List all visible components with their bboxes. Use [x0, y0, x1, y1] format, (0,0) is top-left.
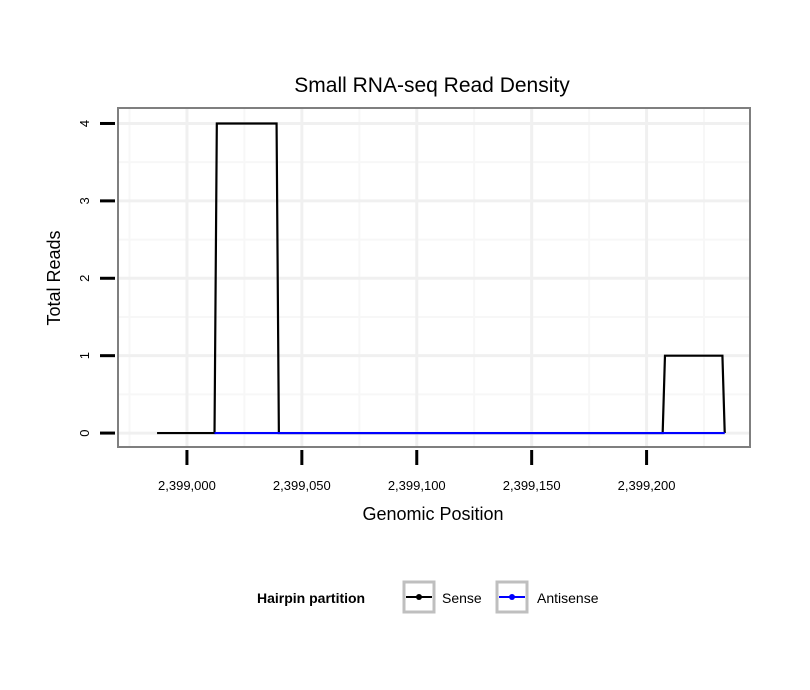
legend-point-sense [416, 594, 422, 600]
axis-layer: 2,399,000 2,399,050 2,399,100 2,399,150 2,39… [77, 120, 676, 493]
x-tick-label: 2,399,150 [503, 478, 561, 493]
series-layer [157, 122, 726, 435]
chart-title: Small RNA-seq Read Density [294, 74, 570, 97]
y-tick-label: 1 [77, 352, 92, 359]
x-axis-title: Genomic Position [362, 504, 503, 524]
y-tick-label: 4 [77, 120, 92, 127]
x-tick-label: 2,399,000 [158, 478, 216, 493]
y-tick-label: 3 [77, 197, 92, 204]
legend-point-antisense [509, 594, 515, 600]
legend-label-antisense: Antisense [537, 590, 599, 606]
y-tick-label: 0 [77, 429, 92, 436]
x-tick-label: 2,399,200 [618, 478, 676, 493]
legend-label-sense: Sense [442, 590, 482, 606]
legend: Hairpin partition Sense Antisense [257, 580, 599, 614]
y-axis-title: Total Reads [44, 230, 64, 325]
legend-title: Hairpin partition [257, 590, 365, 606]
grid-layer [118, 108, 750, 447]
y-tick-label: 2 [77, 275, 92, 282]
plot-frame [117, 107, 751, 448]
x-tick-label: 2,399,050 [273, 478, 331, 493]
x-tick-label: 2,399,100 [388, 478, 446, 493]
